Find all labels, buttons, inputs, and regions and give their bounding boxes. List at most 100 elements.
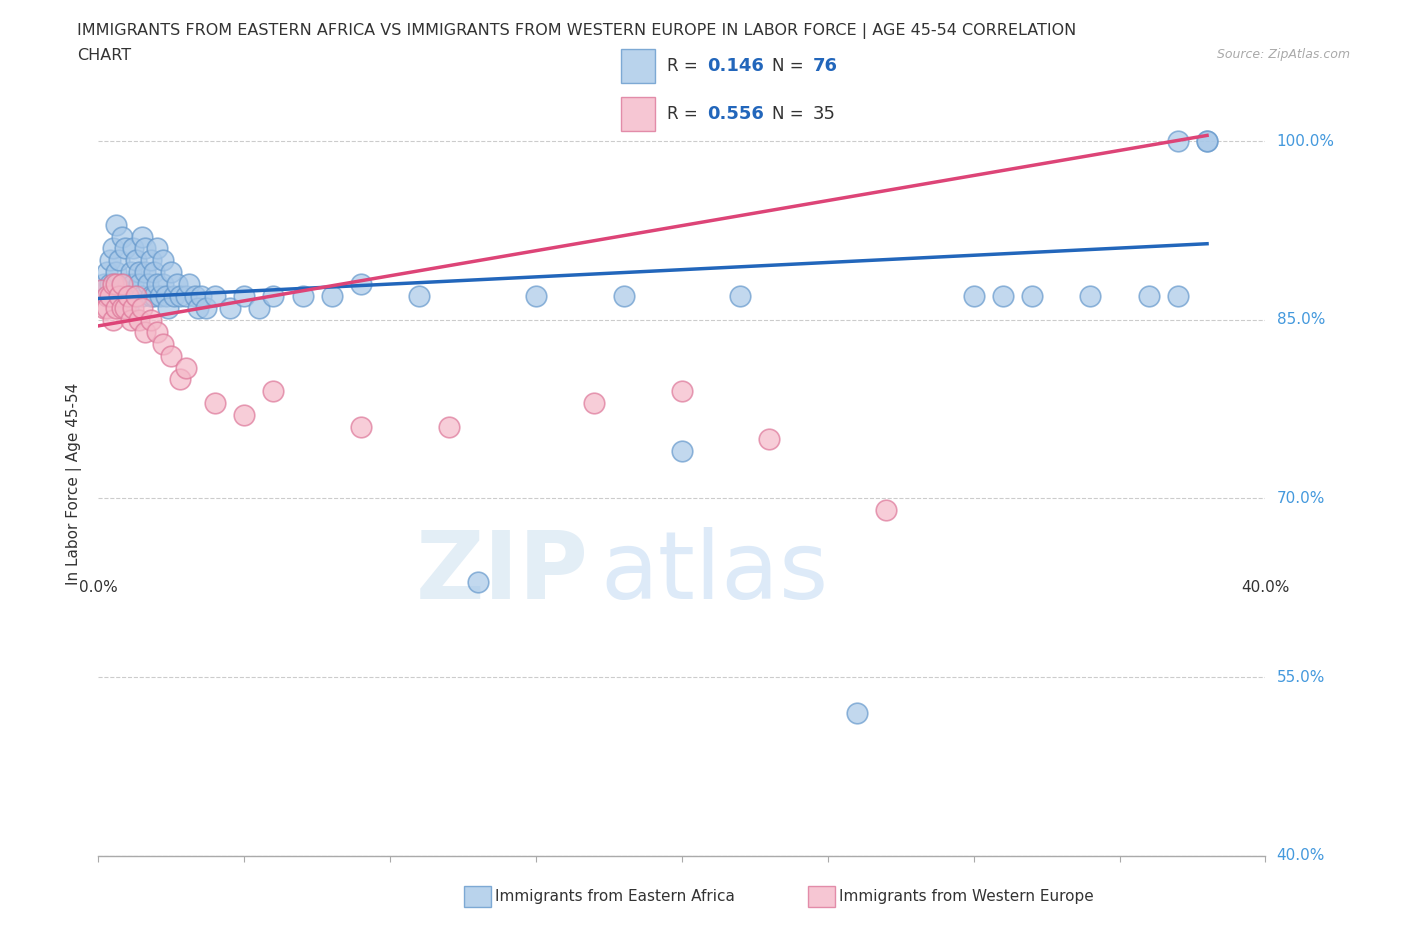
Point xyxy=(350,277,373,292)
Point xyxy=(122,241,145,256)
Point xyxy=(139,288,162,303)
Point xyxy=(408,288,430,303)
Point xyxy=(1137,288,1160,303)
Point xyxy=(846,705,869,720)
Point xyxy=(139,312,162,327)
Text: ZIP: ZIP xyxy=(416,527,589,618)
Point xyxy=(187,300,209,315)
Point xyxy=(146,277,169,292)
Point xyxy=(128,312,150,327)
Point xyxy=(108,288,131,303)
Point xyxy=(1195,134,1218,149)
Point xyxy=(218,300,240,315)
Point xyxy=(142,265,165,280)
Point xyxy=(875,503,897,518)
Point xyxy=(98,253,121,268)
Text: IMMIGRANTS FROM EASTERN AFRICA VS IMMIGRANTS FROM WESTERN EUROPE IN LABOR FORCE : IMMIGRANTS FROM EASTERN AFRICA VS IMMIGR… xyxy=(77,23,1077,39)
Point xyxy=(128,265,150,280)
Point xyxy=(671,384,693,399)
Point xyxy=(524,288,547,303)
Point xyxy=(93,277,115,292)
Point xyxy=(104,218,127,232)
Point xyxy=(233,288,256,303)
Point xyxy=(758,432,780,446)
Point xyxy=(111,300,134,315)
Point xyxy=(583,396,606,411)
Point xyxy=(157,300,180,315)
Point xyxy=(204,396,226,411)
Point xyxy=(149,288,172,303)
Point xyxy=(233,407,256,422)
Point xyxy=(291,288,314,303)
Point xyxy=(146,241,169,256)
Point xyxy=(101,277,124,292)
Text: atlas: atlas xyxy=(600,527,828,618)
Point xyxy=(1021,288,1043,303)
Point xyxy=(152,253,174,268)
Point xyxy=(155,288,177,303)
Point xyxy=(152,277,174,292)
Text: Immigrants from Eastern Africa: Immigrants from Eastern Africa xyxy=(495,889,735,904)
Point xyxy=(131,288,153,303)
Text: 35: 35 xyxy=(813,105,835,123)
Point xyxy=(1195,134,1218,149)
Point xyxy=(101,241,124,256)
Point xyxy=(104,300,127,315)
Text: R =: R = xyxy=(668,105,703,123)
Point xyxy=(98,277,121,292)
Point xyxy=(142,288,165,303)
Point xyxy=(125,288,148,303)
Point xyxy=(152,337,174,352)
Point xyxy=(120,265,142,280)
Text: 0.0%: 0.0% xyxy=(79,580,118,595)
Point xyxy=(350,419,373,434)
Point xyxy=(131,300,153,315)
Point xyxy=(991,288,1014,303)
Text: 0.556: 0.556 xyxy=(707,105,765,123)
Point xyxy=(108,288,131,303)
Point xyxy=(90,283,112,298)
Point xyxy=(114,288,136,303)
Point xyxy=(93,300,115,315)
Point xyxy=(117,277,139,292)
Point xyxy=(174,288,197,303)
Point xyxy=(134,241,156,256)
Point xyxy=(437,419,460,434)
Point xyxy=(104,265,127,280)
Point xyxy=(120,312,142,327)
Text: Immigrants from Western Europe: Immigrants from Western Europe xyxy=(839,889,1094,904)
Point xyxy=(136,277,159,292)
Point xyxy=(612,288,634,303)
Text: 40.0%: 40.0% xyxy=(1241,580,1289,595)
Point xyxy=(117,300,139,315)
Point xyxy=(730,288,752,303)
Point xyxy=(96,288,118,303)
Point xyxy=(1167,288,1189,303)
Point xyxy=(104,277,127,292)
Point xyxy=(114,300,136,315)
Point xyxy=(1080,288,1102,303)
Text: CHART: CHART xyxy=(77,48,131,63)
Text: Source: ZipAtlas.com: Source: ZipAtlas.com xyxy=(1216,48,1350,61)
Point xyxy=(134,325,156,339)
Text: 85.0%: 85.0% xyxy=(1277,312,1324,327)
Point xyxy=(146,325,169,339)
Point xyxy=(96,265,118,280)
Y-axis label: In Labor Force | Age 45-54: In Labor Force | Age 45-54 xyxy=(66,382,83,585)
Point xyxy=(101,312,124,327)
Point xyxy=(96,300,118,315)
Point xyxy=(125,288,148,303)
Point xyxy=(114,241,136,256)
Point xyxy=(671,444,693,458)
Point xyxy=(96,288,118,303)
Point xyxy=(139,253,162,268)
Point xyxy=(98,288,121,303)
Point xyxy=(1167,134,1189,149)
Point xyxy=(321,288,343,303)
Text: N =: N = xyxy=(772,105,810,123)
Point xyxy=(166,277,188,292)
Text: 100.0%: 100.0% xyxy=(1277,134,1334,149)
Point xyxy=(120,288,142,303)
Text: 40.0%: 40.0% xyxy=(1277,848,1324,863)
Text: 0.146: 0.146 xyxy=(707,57,765,75)
